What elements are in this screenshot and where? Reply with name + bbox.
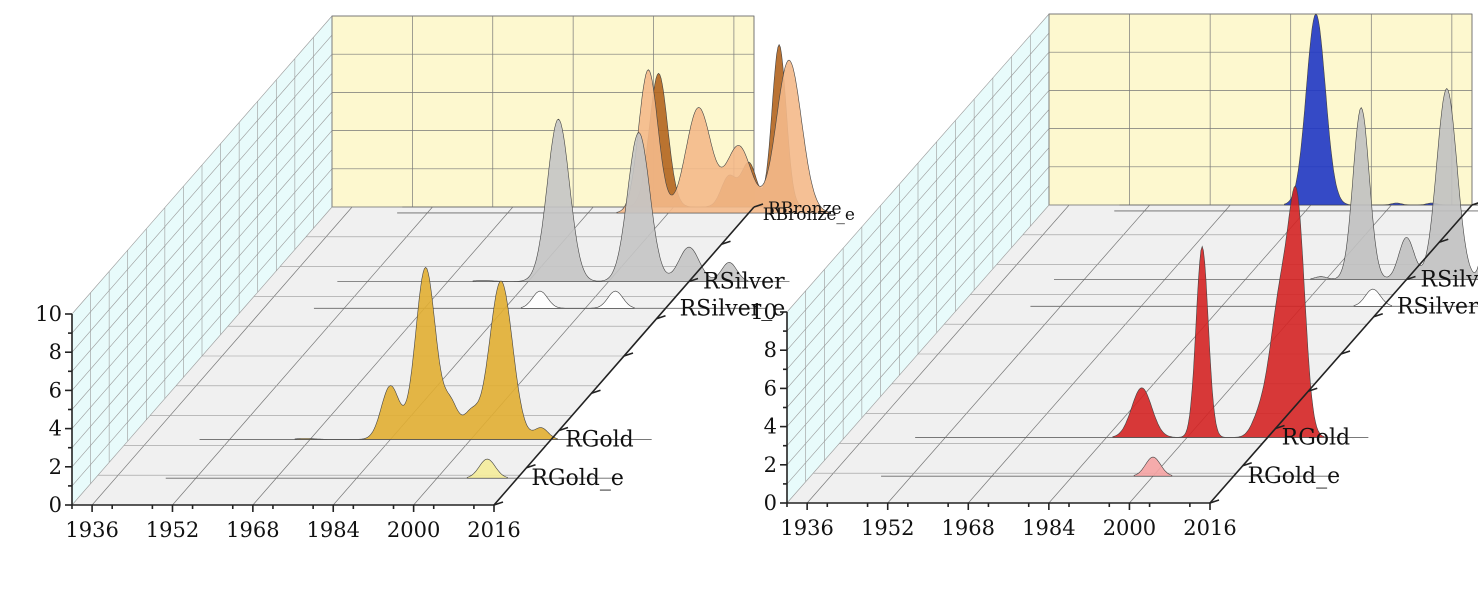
x-tick-label: 1952 [146, 518, 199, 542]
chart-panel-1: RGold_eRGoldRSilver_eRSilverRBronze_eRBr… [35, 16, 855, 542]
x-tick-label: 1952 [861, 516, 914, 540]
y-tick-label: 4 [49, 417, 62, 441]
x-tick-label: 1984 [1022, 516, 1075, 540]
y-tick-label: 0 [49, 493, 62, 517]
x-tick-label: 2000 [1103, 516, 1156, 540]
back-wall-plane [1049, 14, 1472, 205]
y-tick-label: 8 [764, 338, 777, 362]
y-tick-label: 0 [764, 491, 777, 515]
depth-axis-tick [1472, 202, 1478, 205]
series-label-rsilver: RSilver [703, 270, 785, 295]
series-label-rgold-e: RGold_e [1248, 464, 1341, 489]
x-tick-label: 2016 [467, 518, 520, 542]
x-tick-label: 2000 [387, 518, 440, 542]
series-label-rgold: RGold [565, 427, 634, 452]
series-label-rsilver-e: RSilver_e [1397, 294, 1478, 319]
series-label-rgold-e: RGold_e [531, 466, 624, 491]
y-tick-label: 6 [764, 376, 777, 400]
x-tick-label: 2016 [1183, 516, 1236, 540]
series-label-rgold: RGold [1282, 425, 1351, 450]
x-tick-label: 1936 [65, 518, 118, 542]
y-tick-label: 10 [35, 302, 62, 326]
x-tick-label: 1968 [226, 518, 279, 542]
x-tick-label: 1984 [307, 518, 360, 542]
series-label-rbronze: RBronze [768, 199, 842, 219]
y-tick-label: 4 [764, 415, 777, 439]
y-tick-label: 6 [49, 378, 62, 402]
y-tick-label: 10 [750, 300, 777, 324]
y-tick-label: 8 [49, 340, 62, 364]
x-tick-label: 1936 [780, 516, 833, 540]
series-label-rsilver: RSilver [1421, 268, 1478, 293]
y-tick-label: 2 [49, 455, 62, 479]
chart-panel-2: RGold_eRGoldRSilver_eRSilverRBronze_eRBr… [750, 14, 1478, 540]
x-tick-label: 1968 [942, 516, 995, 540]
y-tick-label: 2 [764, 453, 777, 477]
